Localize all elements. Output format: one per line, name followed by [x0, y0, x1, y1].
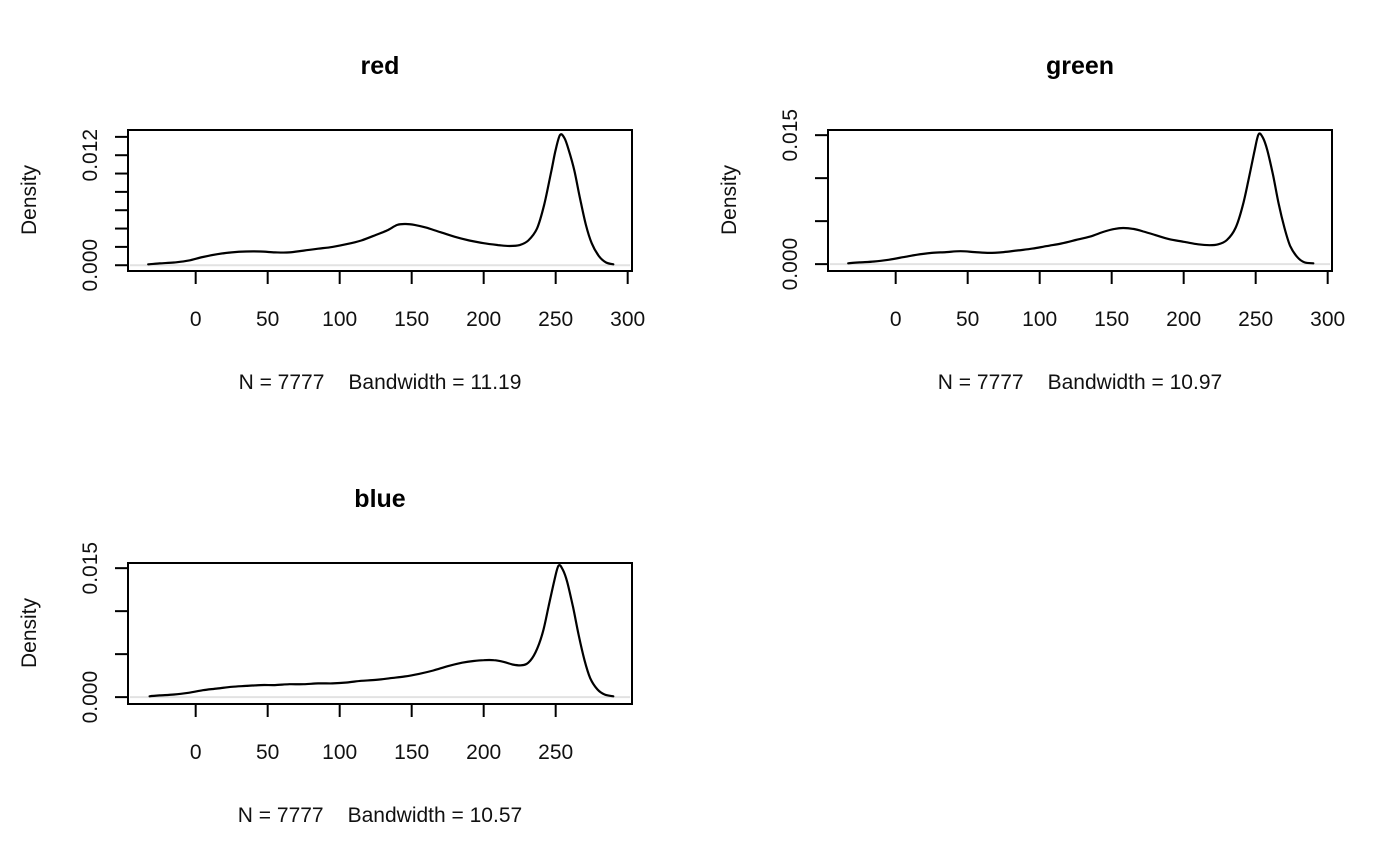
bandwidth-label: Bandwidth = 10.97 — [1048, 371, 1223, 394]
plot-box — [827, 129, 1333, 272]
plot-subtitle: N = 7777 Bandwidth = 11.19 — [239, 371, 522, 394]
density-panel-green: green Density 0 50 100 150 200 250 300 0.000 0.0… — [700, 0, 1400, 433]
density-curve — [847, 132, 1315, 265]
x-tick-label: 50 — [956, 308, 979, 331]
density-plot-blue: blue Density 0 50 100 150 200 250 0.000 0.015 N… — [18, 485, 633, 827]
density-panel-blue: blue Density 0 50 100 150 200 250 0.000 0.015 N… — [0, 433, 700, 866]
density-plot-green: green Density 0 50 100 150 200 250 300 0.000 0.0… — [718, 52, 1345, 394]
plot-subtitle: N = 7777 Bandwidth = 10.97 — [938, 371, 1222, 394]
x-tick-label: 150 — [394, 741, 429, 764]
x-tick-label: 250 — [538, 308, 573, 331]
x-tick-label: 300 — [610, 308, 645, 331]
plot-area: 0 50 100 150 200 250 0.000 0.015 — [79, 542, 633, 764]
x-tick-label: 250 — [1238, 308, 1273, 331]
plot-title: green — [1046, 52, 1114, 80]
x-tick-label: 200 — [466, 741, 501, 764]
y-tick-label: 0.015 — [79, 542, 102, 595]
y-axis-title: Density — [18, 597, 41, 668]
y-tick-label: 0.012 — [79, 129, 102, 182]
bandwidth-label: Bandwidth = 11.19 — [348, 371, 521, 394]
density-curve — [147, 133, 615, 266]
y-tick-label: 0.000 — [79, 239, 102, 292]
plot-box — [127, 562, 633, 705]
n-label: N = 7777 — [238, 804, 324, 827]
x-tick-label: 300 — [1310, 308, 1345, 331]
x-tick-label: 150 — [394, 308, 429, 331]
density-panel-red: red Density 0 50 100 150 200 250 300 0.000 0.012… — [0, 0, 700, 433]
bandwidth-label: Bandwidth = 10.57 — [348, 804, 523, 827]
x-tick-label: 250 — [538, 741, 573, 764]
plot-area: 0 50 100 150 200 250 300 0.000 0.015 — [779, 109, 1345, 331]
plot-title: red — [361, 52, 400, 80]
x-tick-label: 200 — [466, 308, 501, 331]
x-tick-label: 200 — [1166, 308, 1201, 331]
y-tick-label: 0.000 — [779, 238, 802, 291]
y-tick-label: 0.015 — [779, 109, 802, 162]
n-label: N = 7777 — [239, 371, 325, 394]
y-axis-title: Density — [18, 164, 41, 235]
x-tick-label: 50 — [256, 741, 279, 764]
plot-title: blue — [354, 485, 405, 513]
x-tick-label: 100 — [1022, 308, 1057, 331]
x-tick-label: 0 — [190, 308, 202, 331]
x-tick-label: 0 — [190, 741, 202, 764]
x-tick-label: 150 — [1094, 308, 1129, 331]
x-tick-label: 0 — [890, 308, 902, 331]
plot-box — [127, 129, 633, 272]
x-tick-label: 100 — [322, 308, 357, 331]
density-plot-red: red Density 0 50 100 150 200 250 300 0.000 0.012… — [18, 52, 645, 394]
x-tick-label: 50 — [256, 308, 279, 331]
density-curve — [148, 563, 615, 698]
x-tick-label: 100 — [322, 741, 357, 764]
plot-area: 0 50 100 150 200 250 300 0.000 0.012 — [79, 129, 645, 331]
plot-subtitle: N = 7777 Bandwidth = 10.57 — [238, 804, 522, 827]
y-tick-label: 0.000 — [79, 671, 102, 724]
n-label: N = 7777 — [938, 371, 1024, 394]
y-axis-title: Density — [718, 164, 741, 235]
